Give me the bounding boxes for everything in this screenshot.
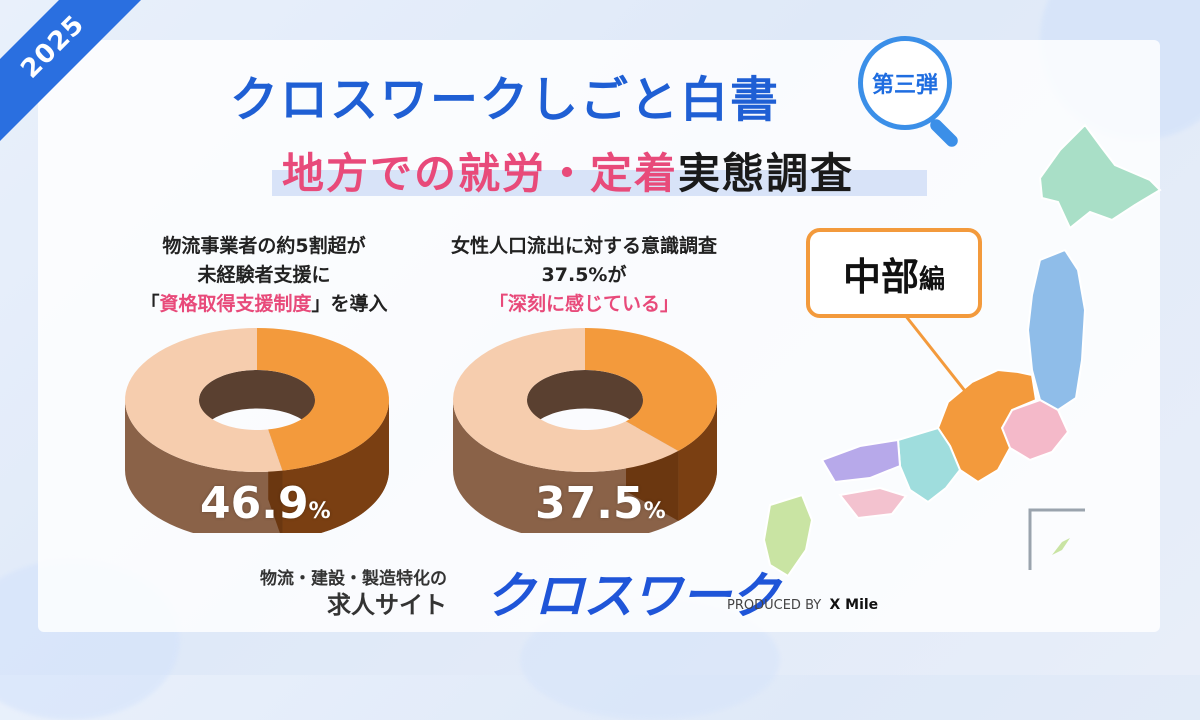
left-caption-open: 「 [140,293,160,315]
brand-logo: クロスワーク [485,567,780,625]
subtitle-highlight: 地方での就労・定着 [282,149,679,198]
badge-label: 第三弾 [871,73,938,98]
left-percent-unit: % [308,499,331,524]
footer-line1: 物流・建設・製造特化の [260,569,447,589]
donut-highlight-wall [282,400,389,533]
map-region-tohoku [1026,248,1087,412]
map-region-hokkaido [1038,123,1162,230]
badge-circle: 第三弾 [858,36,952,130]
region-name: 中部 [842,254,919,299]
subtitle: 地方での就労・定着実態調査 [282,140,854,201]
donut-highlight-wall [678,400,717,521]
footer-tagline: 物流・建設・製造特化の 求人サイト [260,566,447,618]
left-caption-line3: 「資格取得支援制度」を導入 [94,290,434,319]
right-percent-value: 37.5 [535,478,644,529]
map-region-kinki [896,426,962,504]
left-caption-highlight: 資格取得支援制度 [159,293,312,315]
right-stat-caption: 女性人口流出に対する意識調査 37.5%が 「深刻に感じている」 [414,232,754,319]
donut-chart-right [453,328,717,533]
magnifier-badge: 第三弾 [858,36,961,150]
left-caption-line1: 物流事業者の約5割超が [162,235,366,257]
map-region-chugoku [820,438,902,484]
left-percent: 46.9% [200,478,331,529]
map-region-kyushu [762,493,814,578]
left-caption-line2: 未経験者支援に [197,264,331,286]
region-callout: 中部編 [806,228,982,318]
company-name: X Mile [829,597,879,613]
callout-pointer [903,314,982,411]
left-stat-caption: 物流事業者の約5割超が 未経験者支援に 「資格取得支援制度」を導入 [94,232,434,319]
produced-by: PRODUCED BY X Mile [727,597,878,613]
region-suffix: 編 [919,264,946,295]
map-region-shikoku [838,486,908,520]
donut-inner-wall [527,370,643,439]
donut-slice-highlight [257,328,389,471]
right-caption-highlight: 「深刻に感じている」 [488,293,679,315]
page-title: クロスワークしごと白書 [230,72,781,128]
produced-by-label: PRODUCED BY [727,598,822,613]
donut-slice-highlight [585,328,717,451]
donut-chart-left [125,328,389,533]
footer-line2: 求人サイト [327,591,447,619]
right-caption-line2: 37.5%が [541,264,627,286]
subtitle-underline [272,170,927,196]
right-percent: 37.5% [535,478,666,529]
subtitle-rest: 実態調査 [678,149,855,198]
japan-map [762,123,1162,578]
right-percent-unit: % [643,499,666,524]
donut-slice-rest [125,328,283,472]
map-region-okinawa [1052,538,1070,555]
donut-inner-wall [199,370,315,439]
okinawa-inset-frame [1028,508,1085,570]
left-caption-close: 」を導入 [311,293,388,315]
donut-slice-rest [453,328,679,472]
right-caption-line1: 女性人口流出に対する意識調査 [450,235,717,257]
left-percent-value: 46.9 [200,478,309,529]
